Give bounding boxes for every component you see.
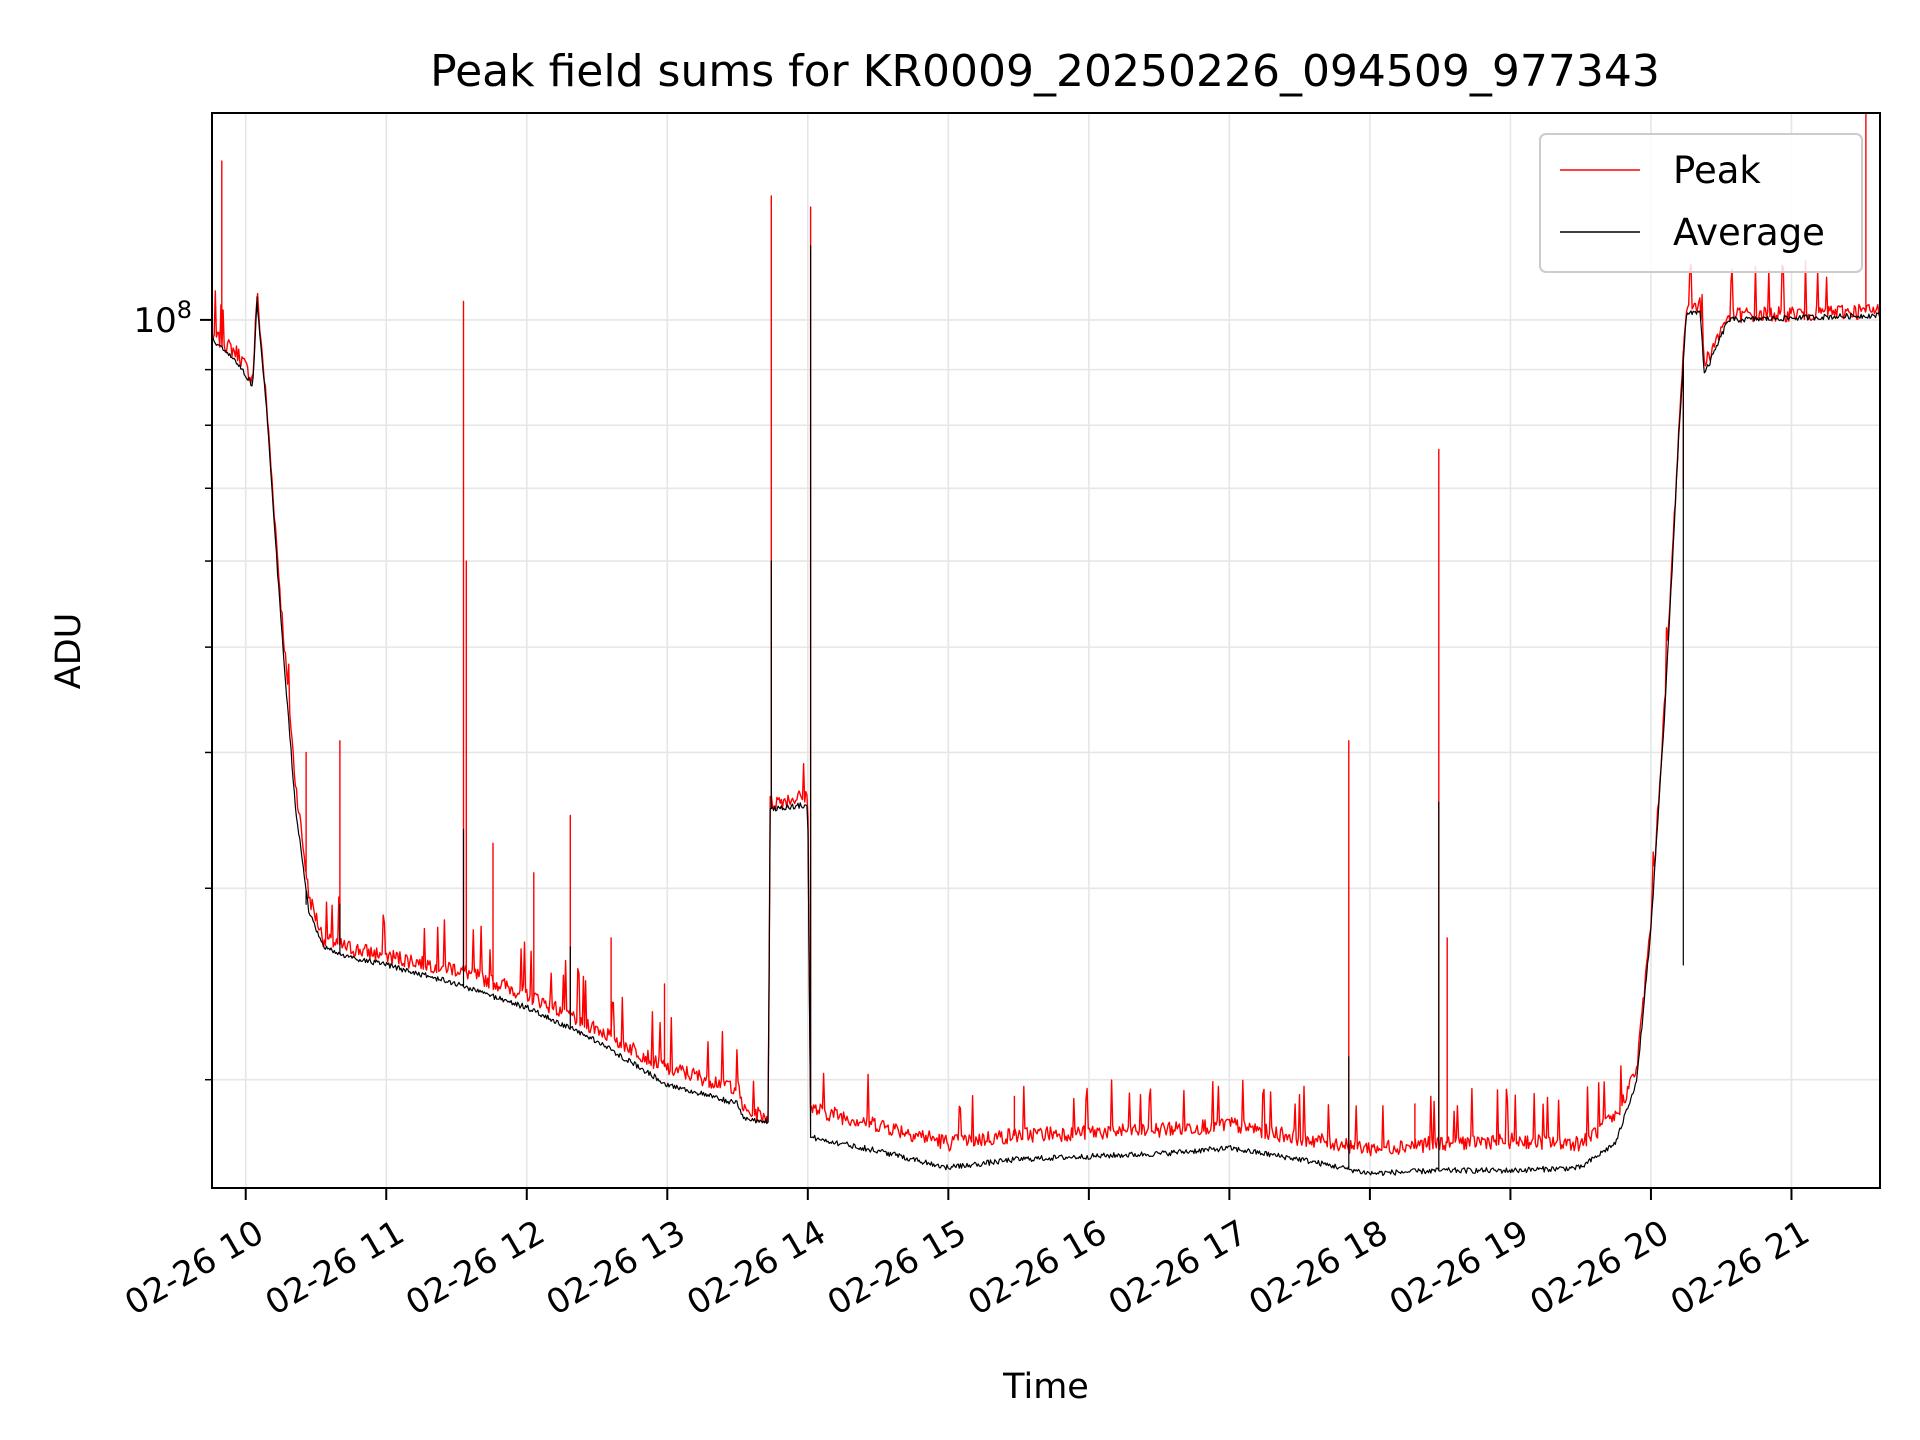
x-tick-label: 02-26 15 xyxy=(821,1213,973,1324)
legend-label-peak: Peak xyxy=(1673,149,1761,192)
x-tick-label: 02-26 13 xyxy=(540,1213,692,1324)
x-tick-label: 02-26 12 xyxy=(399,1213,551,1324)
legend-label-average: Average xyxy=(1673,211,1825,254)
series-line-peak xyxy=(211,112,1881,1157)
x-tick-label: 02-26 16 xyxy=(961,1213,1113,1324)
grid-lines xyxy=(212,113,1880,1188)
plot-frame xyxy=(211,112,1881,1189)
legend: Peak Average xyxy=(1539,133,1863,273)
series-lines xyxy=(211,112,1881,1177)
y-axis-label: ADU xyxy=(49,613,89,690)
x-tick-label: 02-26 11 xyxy=(259,1213,411,1324)
x-tick-label: 02-26 14 xyxy=(680,1213,832,1324)
legend-box xyxy=(1539,133,1863,273)
series-line-average xyxy=(211,245,1881,1177)
y-axis: 108 xyxy=(133,296,212,1081)
x-axis-label: Time xyxy=(1002,1367,1089,1407)
y-tick-label: 108 xyxy=(133,296,192,341)
x-tick-label: 02-26 21 xyxy=(1664,1213,1816,1324)
x-tick-label: 02-26 19 xyxy=(1383,1213,1535,1324)
x-tick-label: 02-26 20 xyxy=(1523,1213,1675,1324)
x-tick-label: 02-26 17 xyxy=(1102,1213,1254,1324)
x-tick-label: 02-26 18 xyxy=(1242,1213,1394,1324)
chart-title: Peak field sums for KR0009_20250226_0945… xyxy=(430,46,1660,97)
x-tick-label: 02-26 10 xyxy=(118,1213,270,1324)
